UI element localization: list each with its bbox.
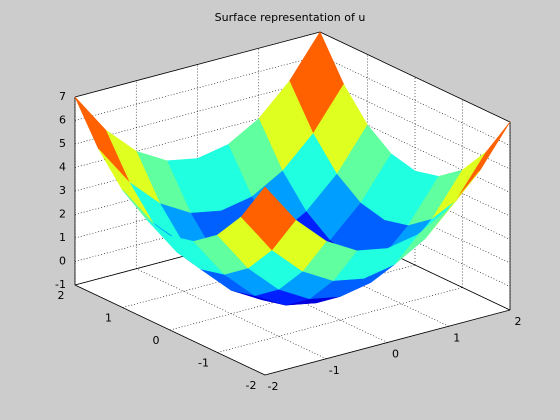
chart-title: Surface representation of u [215, 11, 366, 24]
y-tick-label: 0 [153, 334, 160, 347]
z-tick-label: 0 [59, 255, 66, 268]
y-tick-label: 2 [58, 289, 65, 302]
y-tick-label: 1 [105, 312, 112, 325]
z-tick-label: 4 [59, 161, 66, 174]
z-tick-label: 1 [59, 231, 66, 244]
grid-line [74, 55, 321, 121]
grid-line [74, 78, 321, 145]
grid-line [319, 102, 511, 193]
z-tick-label: 7 [59, 90, 66, 103]
axis-line [74, 284, 266, 376]
z-tick-label: -1 [55, 278, 66, 291]
x-tick-label: -2 [268, 380, 279, 393]
z-tick-label: 2 [59, 208, 66, 221]
grid-line [319, 55, 511, 146]
axis-line [264, 309, 511, 376]
grid-line [319, 78, 511, 170]
y-tick-label: -2 [246, 379, 257, 392]
x-tick-label: 2 [515, 315, 522, 328]
x-tick-label: 1 [453, 331, 460, 344]
y-tick-label: -1 [198, 357, 209, 370]
axis-line [74, 31, 321, 98]
surface-patch [240, 186, 296, 251]
x-tick-label: 0 [392, 348, 399, 361]
grid-line [217, 287, 463, 353]
axis-line [319, 31, 511, 123]
z-tick-label: 6 [59, 114, 66, 127]
x-tick-label: -1 [329, 364, 340, 377]
z-tick-label: 5 [59, 137, 66, 150]
z-tick-label: 3 [59, 184, 66, 197]
